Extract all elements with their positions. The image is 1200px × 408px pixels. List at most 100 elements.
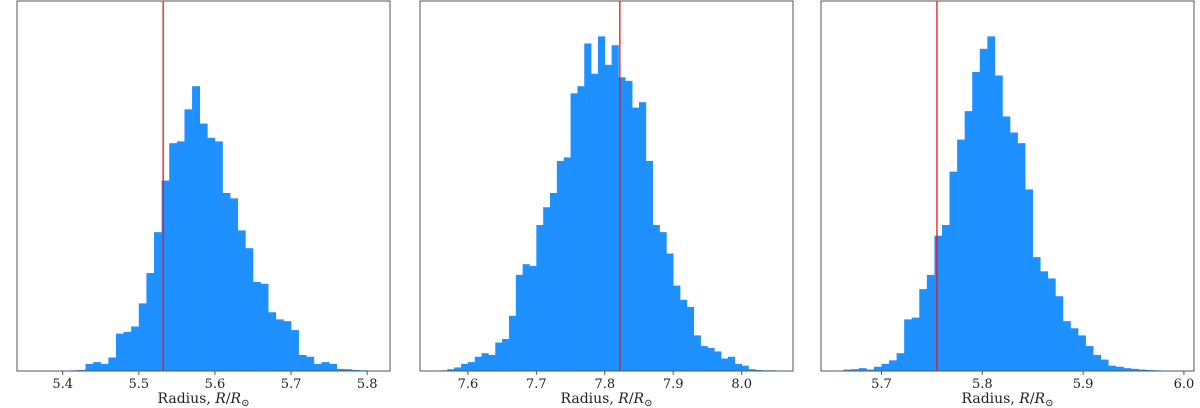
- histogram-bar: [734, 363, 742, 371]
- histogram-bar: [1032, 257, 1041, 371]
- histogram-bar: [1100, 359, 1109, 371]
- histogram-bar: [85, 363, 94, 371]
- histogram-bar: [727, 356, 736, 371]
- histogram-bar: [645, 160, 653, 371]
- histogram-bar: [123, 331, 132, 371]
- histogram-bar: [625, 80, 633, 372]
- histogram-bar: [680, 299, 688, 371]
- histogram-bar: [1040, 271, 1049, 371]
- x-tick-label: 6.0: [1174, 377, 1195, 392]
- histogram-bar: [131, 326, 140, 371]
- histogram-bar: [1078, 335, 1086, 371]
- histogram-bar: [336, 368, 345, 371]
- histogram-bar: [994, 75, 1003, 372]
- x-tick-label: 7.7: [526, 377, 547, 392]
- histogram-bar: [926, 274, 935, 371]
- histogram-bar: [700, 346, 708, 371]
- x-tick-label: 5.5: [128, 377, 149, 392]
- histogram-bar: [283, 321, 292, 371]
- histogram-bar: [351, 369, 360, 371]
- histogram-panel-3: 5.7 5.8 5.9 6.0 Radius, R/R⊙: [820, 0, 1195, 408]
- histogram-bar: [550, 193, 558, 371]
- histogram-bar: [461, 363, 469, 371]
- histogram-bar: [515, 274, 523, 371]
- histogram-bar: [957, 139, 965, 371]
- histogram-bar: [1055, 296, 1064, 371]
- histogram-bar: [214, 141, 223, 371]
- histogram-bar: [169, 143, 178, 371]
- histogram-bar: [146, 273, 155, 371]
- histogram-bar: [536, 225, 544, 371]
- histogram-bar: [138, 303, 147, 371]
- histogram-bar: [454, 367, 462, 371]
- histogram-bar: [321, 362, 330, 371]
- histogram-bar: [495, 342, 503, 371]
- histogram-bar: [949, 171, 958, 371]
- x-tick-label: 5.4: [52, 377, 73, 392]
- histogram-bar: [987, 36, 996, 372]
- histogram-bar: [192, 86, 200, 371]
- x-tick-label: 5.9: [1073, 377, 1094, 392]
- x-tick-label: 5.6: [205, 377, 226, 392]
- histogram-bar: [851, 369, 860, 371]
- histogram-bar: [896, 353, 905, 371]
- histogram-bar: [911, 317, 920, 371]
- histogram-bar: [873, 366, 882, 371]
- histogram-bar: [584, 43, 592, 371]
- histogram-bar: [488, 354, 496, 371]
- histogram-bar: [237, 230, 246, 371]
- histogram-bar: [1047, 278, 1056, 371]
- histogram-bar: [1025, 189, 1033, 371]
- histogram-bar: [639, 102, 647, 371]
- histogram-bar: [502, 338, 510, 371]
- histogram-bar: [252, 282, 261, 371]
- histogram-bar: [1130, 368, 1139, 371]
- histogram-bar: [529, 265, 537, 371]
- histogram-bar: [858, 368, 867, 371]
- histogram-bar: [748, 369, 756, 371]
- histogram-bar: [1070, 328, 1079, 371]
- histogram-bars: [440, 36, 784, 372]
- histogram-bar: [508, 315, 517, 371]
- histogram-bar: [1017, 143, 1026, 371]
- histogram-bar: [543, 207, 551, 371]
- histogram-bar: [666, 253, 674, 371]
- x-tick-label: 8.0: [731, 377, 752, 392]
- histogram-bar: [652, 225, 660, 371]
- histogram-bar: [714, 351, 722, 371]
- histogram-bar: [230, 198, 239, 371]
- histogram-bar: [108, 357, 117, 371]
- histogram-bar: [1146, 369, 1154, 371]
- histogram-bars: [843, 36, 1185, 372]
- histogram-bar: [1108, 365, 1117, 371]
- histogram-bar: [1010, 132, 1018, 371]
- histogram-bar: [184, 109, 193, 371]
- histogram-bar: [522, 264, 530, 371]
- histogram-bar: [972, 71, 981, 372]
- histogram-bar: [686, 306, 695, 371]
- plot-frame: [419, 0, 794, 372]
- histogram-bar: [597, 36, 606, 372]
- histogram-bar: [344, 369, 353, 371]
- histogram-bar: [93, 362, 102, 371]
- histogram-bar: [245, 248, 254, 371]
- histogram-bar: [721, 358, 729, 371]
- histogram-bar: [979, 48, 988, 371]
- histogram-bar: [881, 363, 890, 371]
- histogram-bar: [1002, 116, 1011, 372]
- histogram-bar: [563, 157, 571, 371]
- x-tick-label: 7.8: [594, 377, 615, 392]
- histogram-bar: [481, 353, 489, 371]
- x-axis-label: Radius, R/R⊙: [962, 391, 1054, 408]
- histogram-bar: [207, 137, 216, 371]
- histogram-panel-2: 7.6 7.7 7.8 7.9 8.0 Radius, R/R⊙: [419, 0, 794, 408]
- x-tick-label: 7.9: [663, 377, 684, 392]
- histogram-bar: [843, 369, 852, 371]
- histogram-bar: [1123, 368, 1132, 371]
- histogram-bar: [222, 193, 231, 371]
- histogram-bar: [115, 333, 124, 371]
- histogram-bar: [866, 369, 875, 371]
- x-axis-label: Radius, R/R⊙: [158, 391, 250, 408]
- histogram-bar: [889, 360, 897, 371]
- histogram-bar: [659, 232, 667, 371]
